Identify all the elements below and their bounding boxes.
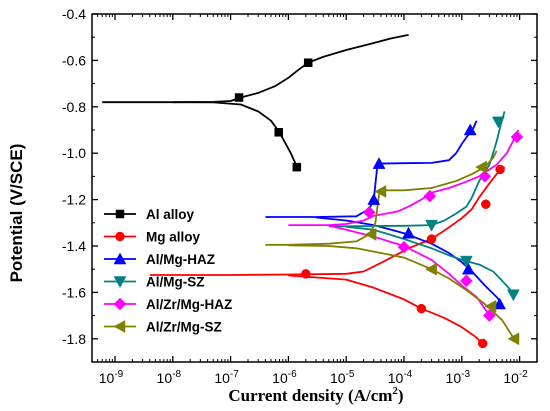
x-tick-label: 10-7 <box>214 369 239 386</box>
legend-marker <box>113 297 127 311</box>
data-point-al-zr-mg-sz <box>425 262 437 276</box>
legend-label: Al/Mg-HAZ <box>146 252 215 267</box>
data-point-al-zr-mg-sz <box>374 185 387 198</box>
legend-label: Al alloy <box>146 207 195 222</box>
data-point-al-alloy <box>292 162 302 172</box>
data-point-mg-alloy <box>416 303 427 314</box>
data-point-al-zr-mg-sz <box>475 160 487 174</box>
legend-label: Al/Zr/Mg-HAZ <box>146 297 232 312</box>
y-tick-label: -1.6 <box>62 284 86 300</box>
data-point-al-mg-haz <box>463 123 477 136</box>
data-point-al-alloy <box>274 128 283 137</box>
marker-layer <box>234 58 524 349</box>
data-point-al-alloy <box>303 58 313 67</box>
data-point-mg-alloy <box>481 199 491 209</box>
legend-item-al-mg-sz: Al/Mg-SZ <box>104 275 205 290</box>
x-axis-label-close: ) <box>398 386 404 405</box>
legend-item-al-mg-haz: Al/Mg-HAZ <box>104 252 215 267</box>
data-point-al-zr-mg-sz <box>484 299 497 313</box>
legend: Al alloy Mg alloy Al/Mg-HAZ Al/Mg-SZ Al/Zr/M… <box>104 207 232 335</box>
legend-item-al-zr-mg-haz: Al/Zr/Mg-HAZ <box>104 297 232 312</box>
tick-labels: -0.4 -0.6 -0.8 -1.0 -1.2 -1.4 -1.6 -1.8 10-9 10-8… <box>62 6 528 386</box>
y-tick-label: -0.4 <box>62 6 86 22</box>
series-line-al-mg-haz-anodic <box>265 120 478 218</box>
x-tick-label: 10-9 <box>99 369 124 386</box>
x-tick-label: 10-2 <box>503 369 528 386</box>
series-line-al-zr-mg-haz-anodic <box>288 129 520 226</box>
legend-marker <box>113 320 126 333</box>
x-tick-label: 10-5 <box>330 369 355 386</box>
data-point-al-alloy <box>234 93 244 102</box>
series-line-al-mg-sz-anodic <box>328 111 506 228</box>
series-line-mg-alloy-cathodic <box>288 274 484 345</box>
legend-marker <box>113 276 127 289</box>
data-point-mg-alloy <box>301 269 311 279</box>
series-line-al-mg-sz-cathodic <box>346 225 515 296</box>
series-line-al-mg-haz-cathodic <box>315 216 503 305</box>
data-point-al-mg-sz <box>491 116 505 129</box>
x-tick-label: 10-4 <box>388 369 413 386</box>
legend-label: Mg alloy <box>146 230 200 245</box>
plot-frame <box>91 13 538 363</box>
data-point-mg-alloy <box>426 234 437 244</box>
y-tick-label: -1.8 <box>62 331 86 347</box>
data-point-al-zr-mg-haz <box>483 309 496 322</box>
legend-label: Al/Mg-SZ <box>146 275 205 290</box>
data-point-al-zr-mg-sz <box>364 227 377 241</box>
data-point-al-mg-haz <box>367 193 381 205</box>
x-axis-label-sup: 2 <box>392 385 398 397</box>
x-tick-label: 10-6 <box>272 369 297 386</box>
data-point-mg-alloy <box>477 338 488 349</box>
data-point-al-zr-mg-haz <box>460 274 473 288</box>
y-tick-label: -1.2 <box>62 192 86 208</box>
legend-item-al-zr-mg-sz: Al/Zr/Mg-SZ <box>104 320 222 335</box>
series-line-al-alloy-anodic <box>102 34 409 104</box>
legend-marker <box>113 252 127 265</box>
data-point-al-mg-haz <box>461 262 475 275</box>
data-point-al-zr-mg-haz <box>362 206 376 219</box>
data-point-al-zr-mg-sz <box>507 332 520 346</box>
y-axis-label: Potential (V/SCE) <box>7 144 26 283</box>
data-point-al-zr-mg-haz <box>397 240 411 254</box>
legend-item-mg-alloy: Mg alloy <box>104 230 200 245</box>
data-point-al-mg-sz <box>459 255 473 268</box>
series-line-al-zr-mg-haz-cathodic <box>328 224 491 317</box>
plot-border <box>91 13 538 363</box>
x-axis-label-main: Current density (A/cm <box>228 386 392 405</box>
data-point-al-mg-haz <box>493 297 506 310</box>
x-tick-label: 10-8 <box>157 369 182 386</box>
x-tick-label: 10-3 <box>446 369 471 386</box>
y-tick-label: -0.6 <box>62 52 86 68</box>
legend-item-al-alloy: Al alloy <box>104 207 195 222</box>
x-axis-label: Current density (A/cm2) <box>228 385 403 405</box>
series-line-al-zr-mg-sz-cathodic <box>288 244 515 340</box>
y-tick-label: -1.4 <box>62 238 86 254</box>
series-line-al-alloy-cathodic <box>172 101 298 168</box>
data-point-al-zr-mg-haz <box>478 170 492 183</box>
legend-label: Al/Zr/Mg-SZ <box>146 320 222 335</box>
data-point-al-mg-haz <box>402 226 415 239</box>
data-point-mg-alloy <box>495 164 505 175</box>
data-point-al-mg-sz <box>506 289 520 302</box>
legend-marker <box>115 209 125 219</box>
data-point-al-zr-mg-haz <box>423 189 437 203</box>
data-point-al-zr-mg-haz <box>510 130 524 144</box>
data-point-al-mg-haz <box>372 157 386 169</box>
data-point-al-mg-sz <box>425 219 438 232</box>
y-tick-label: -1.0 <box>62 145 86 161</box>
legend-marker <box>115 231 125 242</box>
y-tick-label: -0.8 <box>62 99 86 115</box>
